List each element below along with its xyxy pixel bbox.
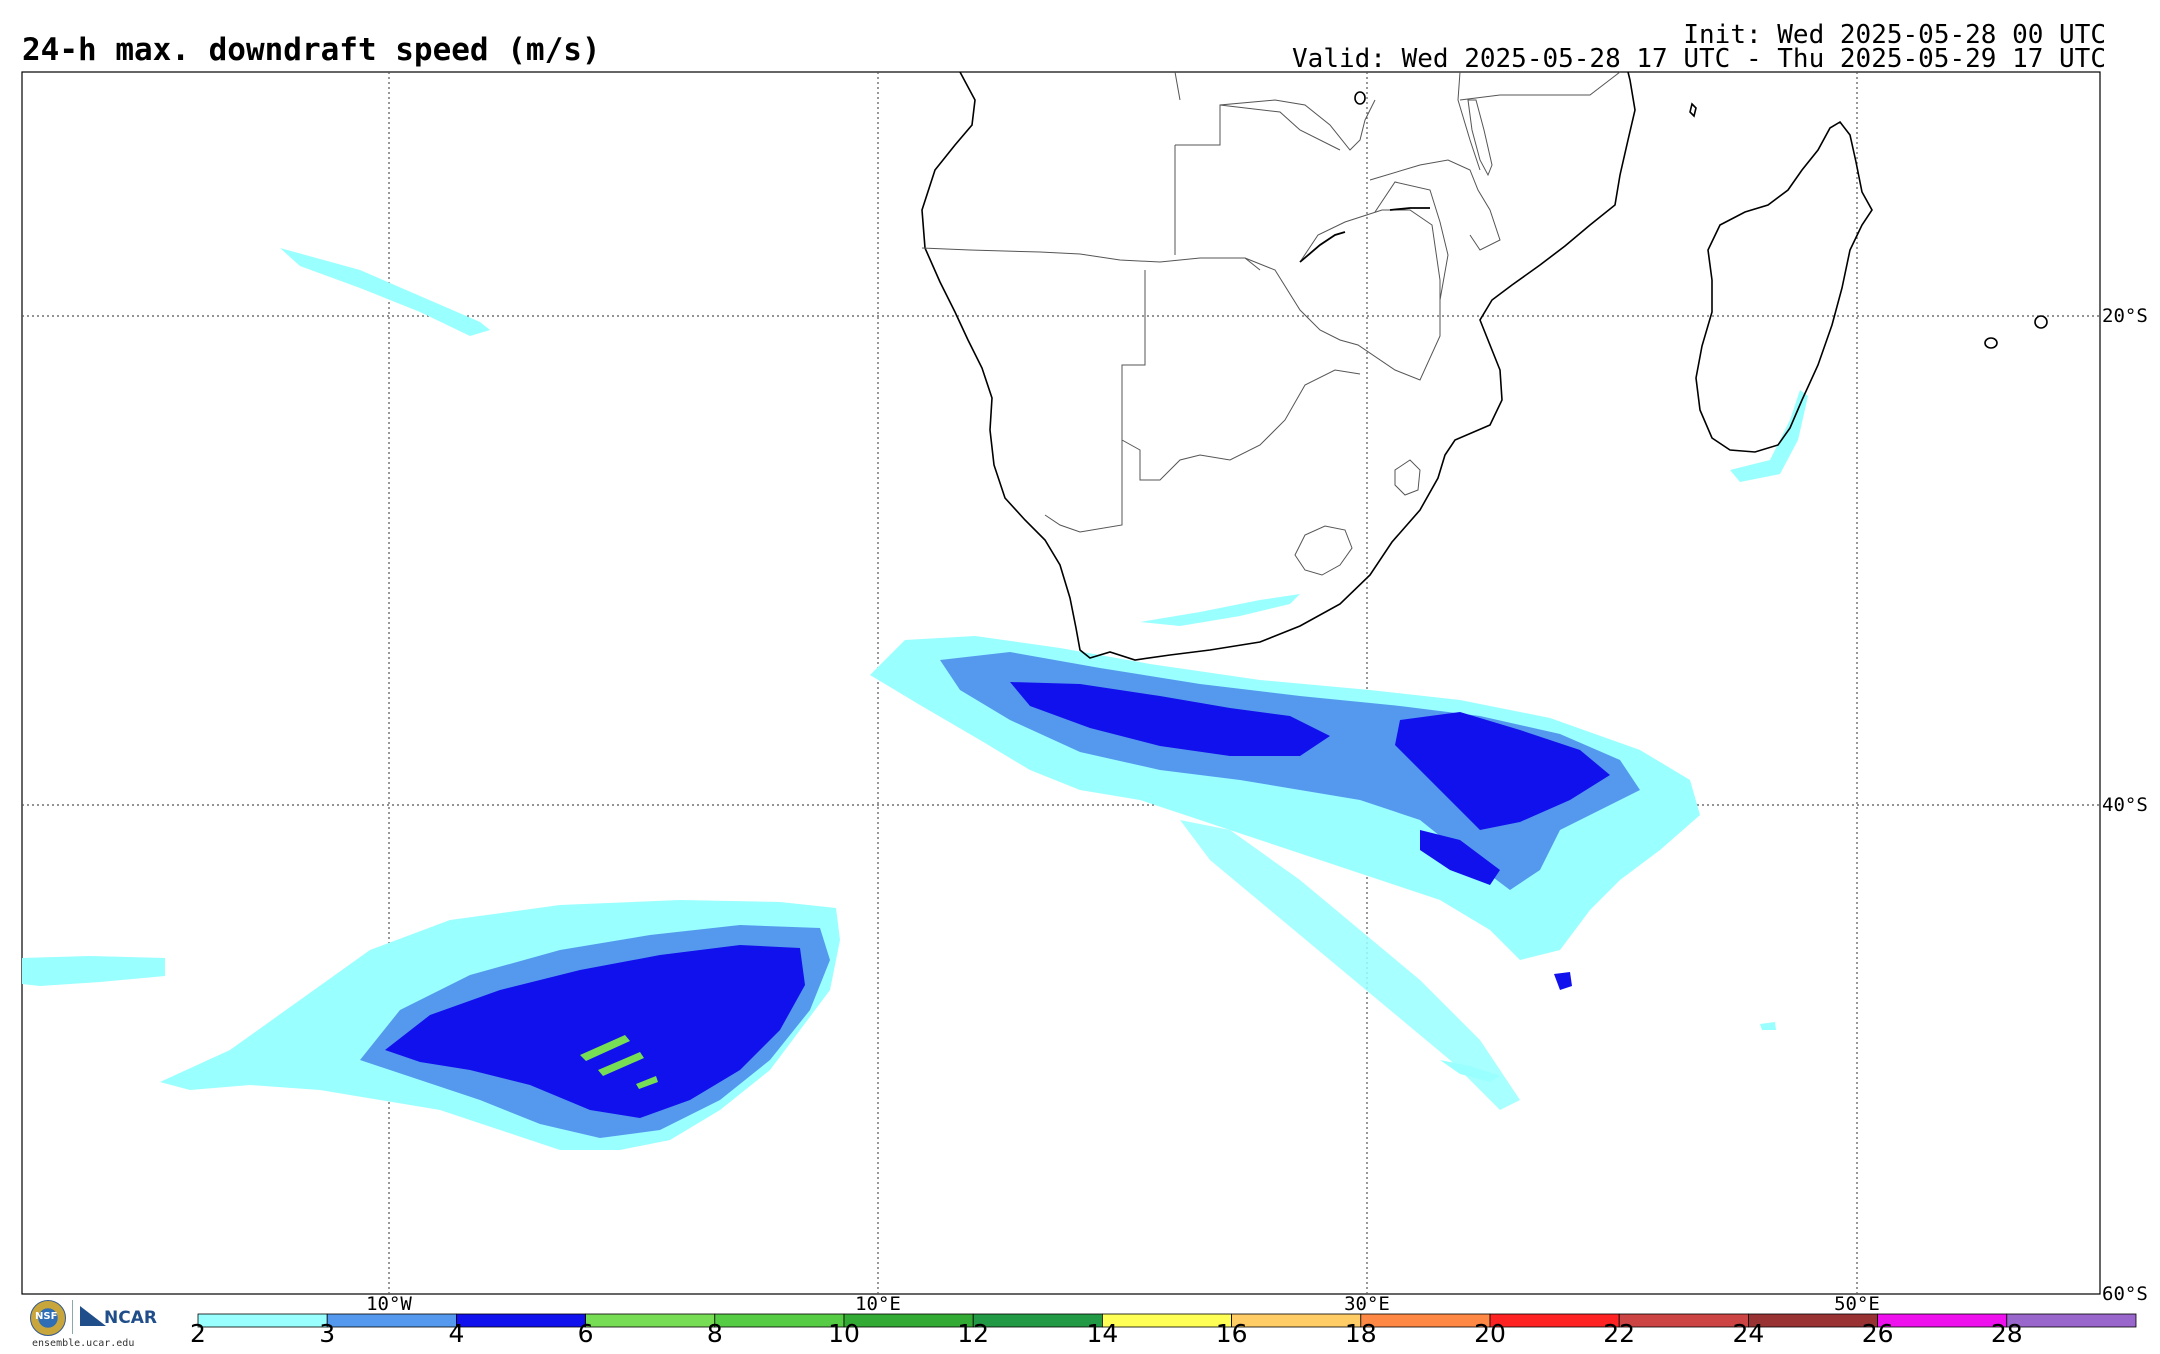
colorbar: 2 3 4 6 8 10 12 14 16 18 20 22 24 26 28 xyxy=(190,1313,2137,1348)
ncar-logo-text: NCAR xyxy=(104,1308,157,1328)
lon-label-50e: 50°E xyxy=(1834,1293,1880,1315)
shade-2-3-trail xyxy=(1180,820,1520,1110)
coastlines xyxy=(921,71,2048,661)
nsf-logo-text: NSF xyxy=(35,1311,58,1322)
colorbar-tick-label: 28 xyxy=(1991,1319,2023,1348)
shade-6-8-atlantic-b xyxy=(598,1052,644,1076)
shade-4-6-south-africa-c xyxy=(1420,830,1500,885)
shade-2-3-speck-nw xyxy=(280,248,490,336)
colorbar-tick-label: 4 xyxy=(448,1319,464,1348)
colorbar-segment xyxy=(326,1313,457,1328)
shade-6-8-atlantic-c xyxy=(636,1076,658,1089)
border-botswana-south-africa xyxy=(1121,369,1361,481)
shade-4-6-atlantic xyxy=(385,945,805,1118)
shade-4-6-small-cell xyxy=(1554,972,1572,990)
map-title: 24-h max. downdraft speed (m/s) xyxy=(22,32,601,68)
colorbar-segment xyxy=(455,1313,586,1328)
shade-4-6-south-africa-b xyxy=(1395,712,1610,830)
colorbar-tick-label: 24 xyxy=(1732,1319,1764,1348)
colorbar-segment xyxy=(1102,1313,1233,1328)
shade-2-3-atlantic-west xyxy=(22,956,165,986)
colorbar-tick-label: 26 xyxy=(1862,1319,1894,1348)
colorbar-tick-label: 14 xyxy=(1086,1319,1118,1348)
colorbar-segment xyxy=(585,1313,716,1328)
colorbar-segment xyxy=(1231,1313,1362,1328)
ncar-logo: NSF NCAR ensemble.ucar.edu xyxy=(24,1300,164,1354)
colorbar-tick-label: 8 xyxy=(707,1319,723,1348)
lon-label-30e: 30°E xyxy=(1344,1293,1390,1315)
colorbar-tick-label: 12 xyxy=(957,1319,989,1348)
colorbar-tick-label: 6 xyxy=(578,1319,594,1348)
lat-label-40s: 40°S xyxy=(2102,794,2148,816)
colorbar-tick-label: 20 xyxy=(1474,1319,1506,1348)
nsf-logo-icon xyxy=(30,1300,66,1336)
colorbar-tick-label: 2 xyxy=(190,1319,206,1348)
madagascar-coastline xyxy=(1695,120,1873,453)
border-north xyxy=(1174,71,1621,171)
lake-kariba xyxy=(1299,231,1346,263)
colorbar-tick-label: 10 xyxy=(828,1319,860,1348)
logo-divider xyxy=(72,1300,73,1334)
colorbar-segment xyxy=(197,1313,328,1328)
border-zimbabwe-mozambique xyxy=(1374,181,1449,301)
border-zambia-zimbabwe xyxy=(1244,209,1441,381)
border-namibia-botswana xyxy=(1044,270,1146,533)
lat-label-20s: 20°S xyxy=(2102,305,2148,327)
lake-island xyxy=(1354,91,1366,105)
colorbar-segment xyxy=(972,1313,1103,1328)
border-angola-namibia xyxy=(921,247,1261,271)
colorbar-tick-label: 18 xyxy=(1345,1319,1377,1348)
colorbar-segment xyxy=(1748,1313,1879,1328)
mauritius-island xyxy=(1984,337,1998,349)
colorbar-tick-label: 3 xyxy=(319,1319,335,1348)
shade-6-8-atlantic-a xyxy=(580,1035,630,1061)
colorbar-segment xyxy=(2006,1313,2137,1328)
shade-2-3-speck-sa-coast xyxy=(1140,594,1300,626)
border-eswatini xyxy=(1394,459,1421,496)
lake-tanganyika xyxy=(1389,207,1430,211)
lake-malawi xyxy=(1467,99,1493,177)
shade-2-3-speck-east xyxy=(1760,1022,1776,1030)
lon-label-10e: 10°E xyxy=(855,1293,901,1315)
colorbar-segment xyxy=(1489,1313,1620,1328)
lon-label-10w: 10°W xyxy=(366,1293,412,1315)
africa-coastline xyxy=(921,71,1636,661)
shade-2-3-speck-south xyxy=(1440,1060,1500,1082)
colorbar-tick-label: 16 xyxy=(1216,1319,1248,1348)
lat-label-60s: 60°S xyxy=(2102,1283,2148,1305)
border-lesotho xyxy=(1294,525,1353,576)
colorbar-segment xyxy=(1618,1313,1749,1328)
border-tanzania-malawi xyxy=(1369,159,1501,251)
site-url: ensemble.ucar.edu xyxy=(32,1338,135,1349)
colorbar-tick-label: 22 xyxy=(1603,1319,1635,1348)
comoros-island xyxy=(1689,102,1697,118)
valid-time: Valid: Wed 2025-05-28 17 UTC - Thu 2025-… xyxy=(1292,44,2106,74)
colorbar-segment xyxy=(1360,1313,1491,1328)
colorbar-segment xyxy=(1877,1313,2008,1328)
country-borders xyxy=(921,71,1621,576)
shade-2-3-speck-madagascar xyxy=(1730,390,1808,482)
reunion-island xyxy=(2034,315,2048,329)
ncar-mark-icon xyxy=(80,1306,106,1326)
colorbar-segment xyxy=(714,1313,845,1328)
init-time: Init: Wed 2025-05-28 00 UTC xyxy=(1683,20,2106,50)
graticule xyxy=(22,72,2100,1294)
shade-4-6-south-africa-a xyxy=(1010,682,1330,756)
colorbar-segment xyxy=(843,1313,974,1328)
border-drc-zambia xyxy=(1174,99,1376,255)
downdraft-shading xyxy=(22,248,1808,1150)
